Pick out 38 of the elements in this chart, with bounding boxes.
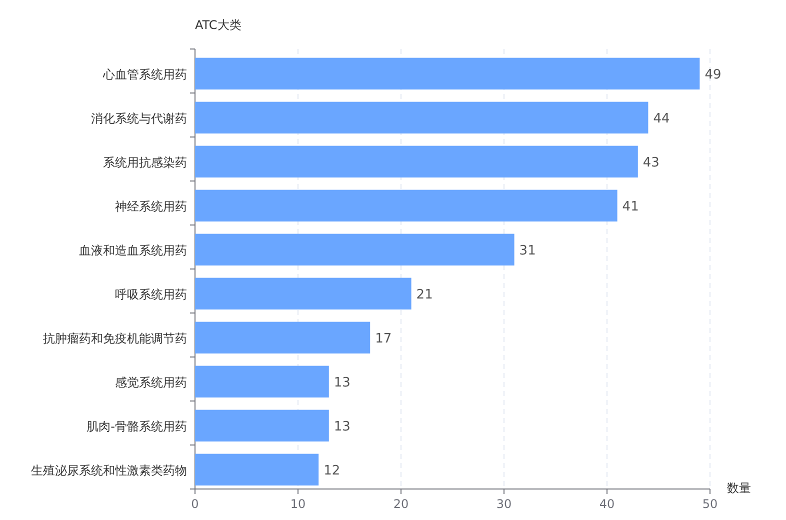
y-tick-label: 神经系统用药: [115, 200, 187, 214]
y-tick-label: 消化系统与代谢药: [91, 112, 187, 126]
bar: [195, 454, 319, 486]
data-label: 44: [653, 112, 670, 127]
data-label: 13: [334, 420, 350, 435]
y-tick-label: 系统用抗感染药: [103, 156, 187, 170]
x-tick-label: 40: [599, 497, 615, 511]
data-label: 12: [324, 464, 340, 479]
x-tick-label: 50: [702, 497, 718, 511]
bar: [195, 102, 648, 134]
bar: [195, 366, 329, 398]
data-label: 41: [622, 200, 639, 215]
bar: [195, 278, 412, 310]
data-label: 43: [642, 156, 660, 171]
y-tick-label: 血液和造血系统用药: [79, 244, 187, 258]
y-tick-label: 生殖泌尿系统和性激素类药物: [31, 464, 187, 478]
data-label: 49: [704, 68, 722, 83]
data-label: 13: [334, 376, 350, 391]
y-tick-label: 抗肿瘤药和免疫机能调节药: [43, 332, 187, 346]
bar: [195, 322, 370, 354]
y-tick-label: 肌肉-骨骼系统用药: [86, 420, 187, 434]
x-axis-title: 数量: [727, 481, 751, 495]
x-tick-label: 20: [393, 497, 409, 511]
bar: [195, 410, 329, 442]
data-label: 21: [416, 288, 433, 303]
bar: [195, 146, 638, 178]
y-tick-label: 心血管系统用药: [102, 68, 187, 82]
data-label: 31: [519, 244, 536, 259]
y-tick-label: 感觉系统用药: [115, 376, 187, 390]
bar: [195, 58, 700, 90]
x-tick-label: 0: [191, 497, 199, 511]
bar: [195, 190, 618, 222]
y-axis-title: ATC大类: [195, 18, 242, 32]
x-tick-label: 10: [290, 497, 306, 511]
data-label: 17: [375, 332, 392, 347]
bar: [195, 234, 514, 266]
x-tick-label: 30: [496, 497, 512, 511]
y-tick-label: 呼吸系统用药: [115, 288, 187, 302]
